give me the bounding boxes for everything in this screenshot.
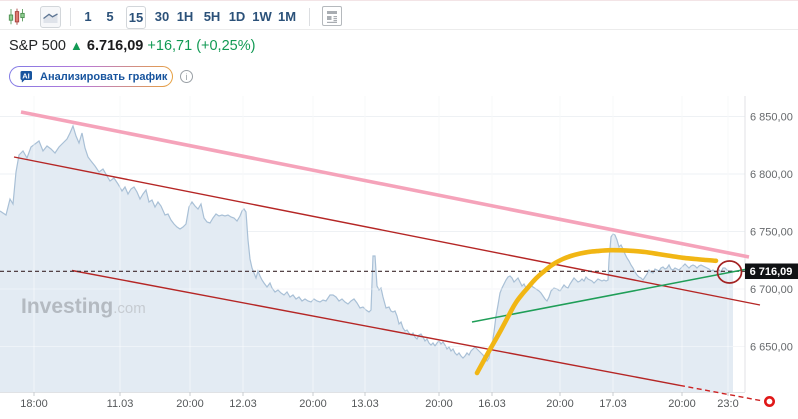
- svg-text:6 750,00: 6 750,00: [750, 227, 793, 239]
- svg-text:6 800,00: 6 800,00: [750, 169, 793, 181]
- svg-text:23:0: 23:0: [717, 398, 738, 410]
- svg-text:AI: AI: [22, 71, 30, 80]
- svg-text:20:00: 20:00: [176, 398, 204, 410]
- svg-text:6 700,00: 6 700,00: [750, 284, 793, 296]
- svg-text:6 716,09: 6 716,09: [750, 266, 793, 278]
- svg-text:13.03: 13.03: [351, 398, 379, 410]
- svg-text:17.03: 17.03: [599, 398, 627, 410]
- svg-text:20:00: 20:00: [668, 398, 696, 410]
- svg-text:6 650,00: 6 650,00: [750, 342, 793, 354]
- svg-text:6 850,00: 6 850,00: [750, 112, 793, 124]
- svg-text:20:00: 20:00: [299, 398, 327, 410]
- svg-text:12.03: 12.03: [229, 398, 257, 410]
- svg-text:16.03: 16.03: [478, 398, 506, 410]
- svg-text:11.03: 11.03: [107, 398, 134, 410]
- svg-text:18:00: 18:00: [20, 398, 48, 410]
- svg-text:20:00: 20:00: [546, 398, 574, 410]
- svg-text:20:00: 20:00: [425, 398, 453, 410]
